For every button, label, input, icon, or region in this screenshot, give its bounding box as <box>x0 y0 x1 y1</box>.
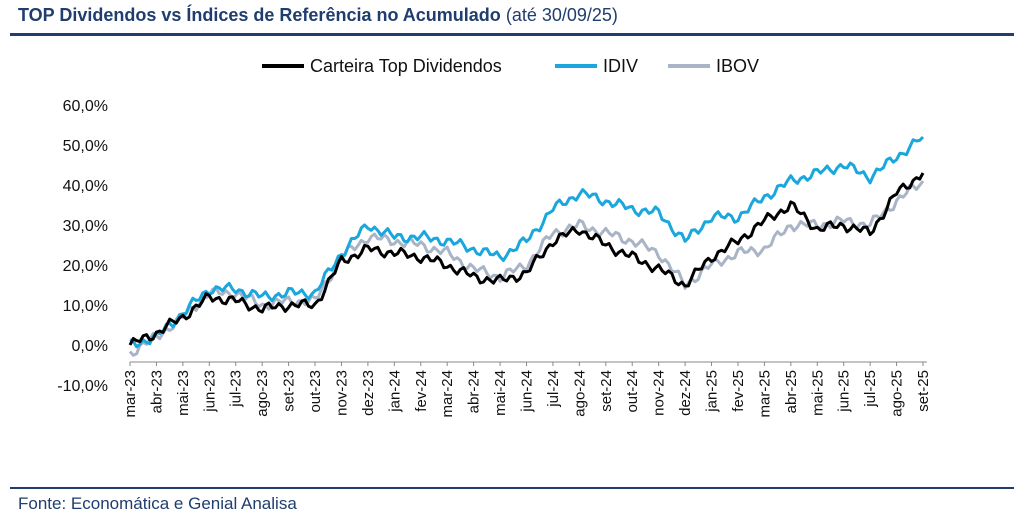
x-tick-label: ago-24 <box>571 370 588 417</box>
x-axis: mar-23 abr-23 mai-23 jun-23 jul-23 ago-23 set-… <box>122 361 932 418</box>
x-tick-label: out-23 <box>307 370 324 413</box>
x-tick-label: nov-23 <box>333 370 350 416</box>
legend-label: IDIV <box>603 56 638 76</box>
series-line-ibov <box>128 180 925 357</box>
x-tick-label: mai-23 <box>175 370 192 416</box>
title-divider <box>10 33 1014 36</box>
chart-title-main: TOP Dividendos vs Índices de Referência … <box>18 5 501 25</box>
x-tick-label: fev-25 <box>730 370 747 412</box>
x-tick-label: mar-24 <box>439 370 456 418</box>
x-tick-label: jun-25 <box>836 370 853 413</box>
x-tick-label: ago-25 <box>889 370 906 417</box>
x-tick-label: mar-23 <box>122 370 139 418</box>
legend-label: IBOV <box>716 56 759 76</box>
x-tick-label: jun-24 <box>519 370 536 413</box>
y-tick-label: 10,0% <box>63 298 108 315</box>
x-tick-label: set-23 <box>281 370 298 412</box>
footer-divider <box>10 487 1014 489</box>
x-tick-label: jan-24 <box>386 370 403 413</box>
x-tick-label: abr-23 <box>148 370 165 413</box>
y-tick-label: 20,0% <box>63 258 108 275</box>
x-tick-label: jul-24 <box>545 370 562 408</box>
series-line-carteira-top-dividendos <box>128 172 925 346</box>
y-tick-label: -10,0% <box>57 378 108 395</box>
x-tick-label: jul-25 <box>862 370 879 408</box>
x-tick-label: abr-24 <box>466 370 483 413</box>
chart-title-date: (até 30/09/25) <box>505 5 618 25</box>
x-tick-label: jul-23 <box>228 370 245 408</box>
legend: Carteira Top Dividendos IDIV IBOV <box>262 56 759 76</box>
x-tick-label: mai-25 <box>809 370 826 416</box>
x-tick-label: nov-24 <box>651 370 668 416</box>
x-tick-label: mar-25 <box>756 370 773 418</box>
source-note: Fonte: Economática e Genial Analisa <box>18 494 297 513</box>
y-tick-label: 60,0% <box>63 98 108 115</box>
x-tick-label: set-24 <box>598 370 615 412</box>
legend-label: Carteira Top Dividendos <box>310 56 502 76</box>
y-tick-label: 50,0% <box>63 138 108 155</box>
x-tick-label: mai-24 <box>492 370 509 416</box>
y-tick-label: 0,0% <box>72 338 108 355</box>
x-tick-label: dez-24 <box>677 370 694 416</box>
x-tick-label: out-24 <box>624 370 641 413</box>
chart-title: TOP Dividendos vs Índices de Referência … <box>18 5 618 26</box>
x-tick-label: ago-23 <box>254 370 271 417</box>
x-tick-label: abr-25 <box>783 370 800 413</box>
x-tick-label: set-25 <box>915 370 932 412</box>
y-tick-label: 40,0% <box>63 178 108 195</box>
x-tick-label: fev-24 <box>413 370 430 412</box>
series-line-idiv <box>129 135 925 349</box>
x-tick-label: jun-23 <box>201 370 218 413</box>
x-tick-label: dez-23 <box>360 370 377 416</box>
y-tick-label: 30,0% <box>63 218 108 235</box>
y-axis: -10,0% 0,0% 10,0% 20,0% 30,0% 40,0% 50,0% 60,0% <box>57 98 108 395</box>
plot-area <box>128 135 925 357</box>
x-tick-label: jan-25 <box>704 370 721 413</box>
line-chart: Carteira Top Dividendos IDIV IBOV -10,0% 0,… <box>57 56 932 418</box>
